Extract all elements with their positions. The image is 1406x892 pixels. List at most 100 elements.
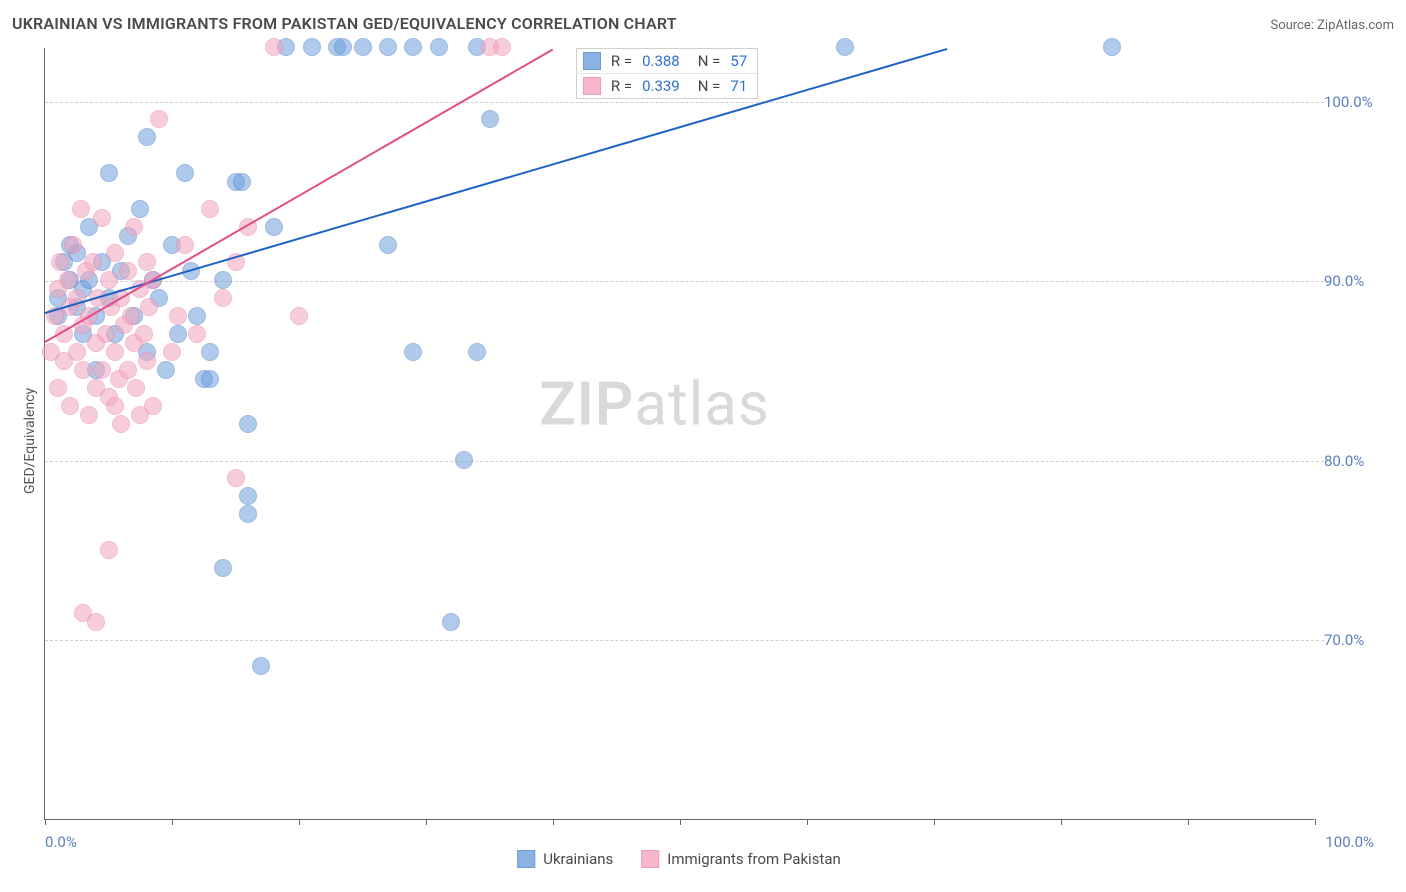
x-tick <box>426 819 427 825</box>
scatter-point <box>100 541 118 559</box>
legend-n-label: N = <box>698 77 721 95</box>
scatter-point <box>135 325 153 343</box>
scatter-point <box>119 361 137 379</box>
scatter-point <box>138 128 156 146</box>
x-tick <box>299 819 300 825</box>
scatter-point <box>404 38 422 56</box>
x-tick <box>807 819 808 825</box>
scatter-point <box>379 236 397 254</box>
scatter-point <box>59 271 77 289</box>
trend-line <box>45 48 554 342</box>
scatter-point <box>354 38 372 56</box>
scatter-point <box>836 38 854 56</box>
scatter-point <box>379 38 397 56</box>
y-tick-label: 90.0% <box>1324 272 1394 290</box>
x-tick <box>45 819 46 825</box>
scatter-point <box>144 397 162 415</box>
legend-r-value: 0.339 <box>642 77 680 95</box>
gridline <box>45 102 1324 103</box>
scatter-point <box>188 325 206 343</box>
scatter-point <box>1103 38 1121 56</box>
legend-label: Ukrainians <box>543 850 613 868</box>
scatter-point <box>131 200 149 218</box>
legend-label: Immigrants from Pakistan <box>667 850 841 868</box>
scatter-point <box>93 209 111 227</box>
scatter-point <box>265 218 283 236</box>
scatter-point <box>176 164 194 182</box>
x-tick <box>553 819 554 825</box>
scatter-point <box>100 271 118 289</box>
legend-swatch <box>583 77 601 95</box>
x-tick <box>172 819 173 825</box>
scatter-point <box>239 505 257 523</box>
y-tick-label: 80.0% <box>1324 452 1394 470</box>
scatter-point <box>493 38 511 56</box>
legend-n-value: 71 <box>730 77 747 95</box>
scatter-point <box>188 307 206 325</box>
scatter-point <box>265 38 283 56</box>
y-tick-label: 70.0% <box>1324 631 1394 649</box>
chart-title: UKRAINIAN VS IMMIGRANTS FROM PAKISTAN GE… <box>12 14 677 33</box>
scatter-point <box>239 415 257 433</box>
legend-swatch <box>517 850 535 868</box>
scatter-point <box>106 244 124 262</box>
scatter-point <box>169 307 187 325</box>
y-axis-label: GED/Equivalency <box>22 388 38 494</box>
scatter-point <box>201 200 219 218</box>
x-min-label: 0.0% <box>45 833 77 851</box>
scatter-point <box>455 451 473 469</box>
scatter-point <box>106 397 124 415</box>
gridline <box>45 640 1324 641</box>
scatter-point <box>214 289 232 307</box>
scatter-point <box>122 307 140 325</box>
scatter-point <box>252 657 270 675</box>
scatter-point <box>74 361 92 379</box>
x-tick <box>1061 819 1062 825</box>
scatter-point <box>87 613 105 631</box>
scatter-point <box>119 262 137 280</box>
legend-stats-row: R = 0.339 N = 71 <box>577 73 757 98</box>
scatter-point <box>127 379 145 397</box>
scatter-point <box>239 487 257 505</box>
legend-bottom: Ukrainians Immigrants from Pakistan <box>517 850 841 868</box>
legend-r-label: R = <box>611 52 632 70</box>
scatter-point <box>64 236 82 254</box>
legend-swatch <box>583 52 601 70</box>
scatter-point <box>404 343 422 361</box>
scatter-point <box>61 397 79 415</box>
scatter-point <box>442 613 460 631</box>
gridline <box>45 461 1324 462</box>
scatter-point <box>201 370 219 388</box>
scatter-point <box>201 343 219 361</box>
watermark: ZIPatlas <box>539 369 770 440</box>
x-tick <box>1315 819 1316 825</box>
scatter-point <box>303 38 321 56</box>
scatter-point <box>93 361 111 379</box>
scatter-point <box>150 110 168 128</box>
scatter-point <box>138 352 156 370</box>
x-tick <box>1188 819 1189 825</box>
scatter-point <box>227 469 245 487</box>
scatter-point <box>84 253 102 271</box>
scatter-point <box>290 307 308 325</box>
legend-item: Ukrainians <box>517 850 613 868</box>
legend-n-label: N = <box>698 52 721 70</box>
scatter-point <box>106 343 124 361</box>
scatter-point <box>72 200 90 218</box>
scatter-point <box>430 38 448 56</box>
scatter-point <box>214 271 232 289</box>
scatter-point <box>233 173 251 191</box>
scatter-point <box>169 325 187 343</box>
scatter-point <box>214 559 232 577</box>
trend-line <box>45 48 947 314</box>
scatter-point <box>140 298 158 316</box>
scatter-plot: 70.0%80.0%90.0%100.0%0.0%100.0%ZIPatlasR… <box>44 48 1314 820</box>
legend-r-label: R = <box>611 77 632 95</box>
legend-stats: R = 0.388N = 57R = 0.339N = 71 <box>576 48 758 99</box>
y-tick-label: 100.0% <box>1324 93 1394 111</box>
scatter-point <box>80 406 98 424</box>
chart-source: Source: ZipAtlas.com <box>1270 18 1394 33</box>
x-tick <box>680 819 681 825</box>
scatter-point <box>176 236 194 254</box>
scatter-point <box>112 415 130 433</box>
